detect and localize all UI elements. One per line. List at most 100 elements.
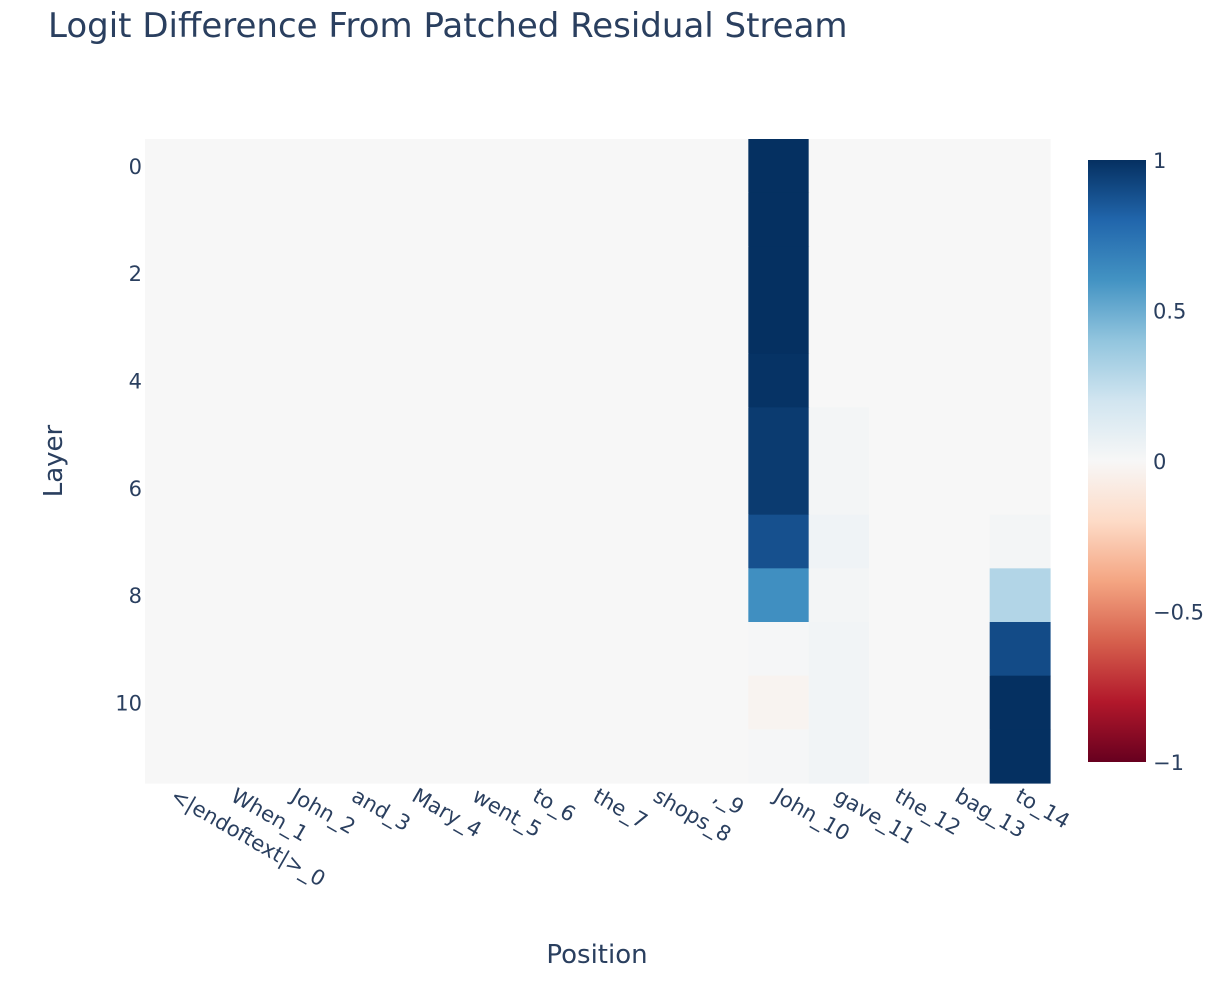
heatmap-cell bbox=[386, 461, 448, 516]
heatmap-cell bbox=[205, 622, 267, 677]
heatmap-cell bbox=[446, 300, 508, 355]
heatmap-cell bbox=[265, 192, 327, 247]
heatmap-cell bbox=[869, 139, 930, 194]
heatmap-cell bbox=[326, 407, 387, 462]
heatmap-cell bbox=[145, 729, 206, 784]
heatmap-cell bbox=[205, 246, 267, 301]
heatmap-cell bbox=[627, 353, 689, 408]
heatmap-cell bbox=[989, 407, 1051, 462]
heatmap-cell bbox=[748, 729, 810, 784]
heatmap-cell bbox=[265, 407, 327, 462]
heatmap-cell bbox=[567, 675, 629, 730]
heatmap-cell bbox=[688, 568, 749, 623]
heatmap-cell bbox=[507, 729, 568, 784]
y-tick-label: 0 bbox=[129, 155, 142, 179]
heatmap-cell bbox=[205, 729, 267, 784]
heatmap-cell bbox=[567, 139, 629, 194]
heatmap-cell bbox=[929, 461, 991, 516]
heatmap-cell bbox=[145, 622, 206, 677]
heatmap-cell bbox=[386, 568, 448, 623]
heatmap-cell bbox=[567, 514, 629, 569]
heatmap-cell bbox=[386, 675, 448, 730]
heatmap-cell bbox=[507, 353, 568, 408]
heatmap-cell bbox=[989, 353, 1051, 408]
heatmap-cell bbox=[507, 407, 568, 462]
heatmap-cell bbox=[627, 729, 689, 784]
heatmap-cell bbox=[688, 407, 749, 462]
heatmap-cell bbox=[265, 139, 327, 194]
heatmap-cell bbox=[869, 461, 930, 516]
heatmap-cell bbox=[386, 514, 448, 569]
heatmap-cell bbox=[205, 407, 267, 462]
heatmap-cell bbox=[869, 622, 930, 677]
heatmap-cell bbox=[808, 622, 870, 677]
heatmap-cell bbox=[386, 622, 448, 677]
heatmap-cell bbox=[688, 300, 749, 355]
heatmap-cell bbox=[446, 407, 508, 462]
colorbar-tick-label: −1 bbox=[1153, 751, 1184, 775]
heatmap-cell bbox=[808, 139, 870, 194]
heatmap-cell bbox=[326, 246, 387, 301]
heatmap-cell bbox=[446, 675, 508, 730]
heatmap-cell bbox=[748, 353, 810, 408]
heatmap-cell bbox=[808, 407, 870, 462]
heatmap-cell bbox=[808, 246, 870, 301]
heatmap-cell bbox=[627, 622, 689, 677]
heatmap-cell bbox=[386, 300, 448, 355]
heatmap-cell bbox=[145, 353, 206, 408]
heatmap-cell bbox=[326, 675, 387, 730]
heatmap-cell bbox=[688, 675, 749, 730]
colorbar-tick-label: 0 bbox=[1153, 450, 1166, 474]
heatmap-cell bbox=[326, 300, 387, 355]
heatmap-cell bbox=[205, 568, 267, 623]
heatmap-cell bbox=[869, 353, 930, 408]
heatmap-cell bbox=[627, 300, 689, 355]
heatmap-cell bbox=[386, 729, 448, 784]
heatmap-cell bbox=[869, 568, 930, 623]
heatmap-cell bbox=[869, 246, 930, 301]
heatmap-cells bbox=[145, 139, 1051, 784]
heatmap-cell bbox=[929, 407, 991, 462]
heatmap-cell bbox=[326, 729, 387, 784]
heatmap-cell bbox=[386, 192, 448, 247]
heatmap-cell bbox=[989, 568, 1051, 623]
heatmap-cell bbox=[265, 675, 327, 730]
heatmap-cell bbox=[567, 729, 629, 784]
heatmap-cell bbox=[507, 514, 568, 569]
heatmap-cell bbox=[205, 192, 267, 247]
heatmap-cell bbox=[808, 353, 870, 408]
heatmap-cell bbox=[567, 246, 629, 301]
heatmap-cell bbox=[869, 300, 930, 355]
heatmap-cell bbox=[507, 139, 568, 194]
chart-title: Logit Difference From Patched Residual S… bbox=[48, 6, 848, 46]
heatmap-cell bbox=[145, 407, 206, 462]
heatmap-cell bbox=[808, 729, 870, 784]
heatmap-cell bbox=[808, 192, 870, 247]
heatmap-cell bbox=[386, 407, 448, 462]
heatmap-cell bbox=[989, 622, 1051, 677]
heatmap-cell bbox=[145, 568, 206, 623]
colorbar-ticks: 1 0.5 0 −0.5 −1 bbox=[1153, 149, 1204, 775]
heatmap-cell bbox=[265, 461, 327, 516]
heatmap-cell bbox=[929, 675, 991, 730]
heatmap-cell bbox=[869, 407, 930, 462]
heatmap-cell bbox=[627, 139, 689, 194]
heatmap-cell bbox=[265, 568, 327, 623]
heatmap-cell bbox=[748, 622, 810, 677]
heatmap-cell bbox=[446, 192, 508, 247]
heatmap-cell bbox=[929, 514, 991, 569]
heatmap-cell bbox=[748, 675, 810, 730]
heatmap-cell bbox=[688, 461, 749, 516]
heatmap-cell bbox=[446, 461, 508, 516]
heatmap-cell bbox=[265, 246, 327, 301]
heatmap-cell bbox=[688, 514, 749, 569]
heatmap-cell bbox=[989, 192, 1051, 247]
heatmap-cell bbox=[205, 514, 267, 569]
y-tick-label: 4 bbox=[129, 370, 142, 394]
heatmap-cell bbox=[688, 353, 749, 408]
x-tick-label: the_7 bbox=[589, 784, 652, 835]
heatmap-cell bbox=[929, 353, 991, 408]
heatmap-cell bbox=[326, 139, 387, 194]
colorbar bbox=[1088, 160, 1146, 762]
